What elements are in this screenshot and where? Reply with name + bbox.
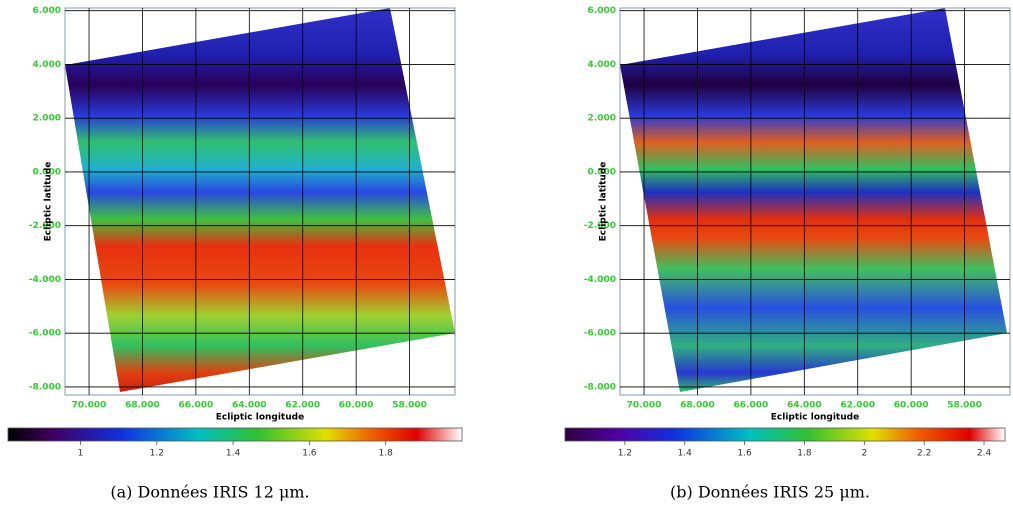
colorbar-tick-label: 1.4	[678, 449, 693, 459]
intensity-map	[65, 8, 455, 392]
x-tick-label: 70.000	[72, 401, 107, 411]
intensity-map	[620, 8, 1007, 392]
y-tick-label: -2.000	[29, 221, 61, 231]
y-tick-label: -8.000	[29, 382, 61, 392]
colorbar-tick-label: 1.8	[797, 449, 812, 459]
x-tick-label: 58.000	[947, 401, 982, 411]
colorbar	[564, 427, 1006, 442]
caption: (a) Données IRIS 12 μm.	[110, 483, 309, 502]
x-tick-label: 58.000	[392, 401, 427, 411]
colorbar-tick-label: 1.6	[302, 449, 317, 459]
y-tick-label: 0.000	[588, 167, 616, 177]
x-tick-label: 66.000	[734, 401, 769, 411]
y-tick-label: 2.000	[588, 114, 616, 124]
x-tick-label: 62.000	[840, 401, 875, 411]
y-tick-label: 6.000	[588, 6, 616, 16]
plot-frame	[64, 7, 456, 396]
y-tick-label: -6.000	[584, 329, 616, 339]
y-tick-label: 4.000	[588, 60, 616, 70]
colorbar-tick-label: 1.2	[150, 449, 164, 459]
caption: (b) Données IRIS 25 μm.	[670, 483, 870, 502]
y-tick-label: 4.000	[33, 60, 61, 70]
y-tick-label: 2.000	[33, 114, 61, 124]
y-tick-label: 6.000	[33, 6, 61, 16]
colorbar-tick-label: 1.8	[379, 449, 394, 459]
x-tick-label: 64.000	[787, 401, 822, 411]
y-axis-label: Ecliptic latitude	[599, 162, 609, 242]
y-tick-label: -4.000	[29, 275, 61, 285]
plot-frame	[619, 7, 1011, 396]
colorbar-tick-label: 2.4	[977, 449, 992, 459]
x-tick-label: 64.000	[232, 401, 267, 411]
y-tick-label: 0.000	[33, 167, 61, 177]
colorbar	[7, 427, 463, 442]
colorbar-tick-label: 1.2	[618, 449, 632, 459]
x-tick-label: 68.000	[680, 401, 715, 411]
x-tick-label: 68.000	[125, 401, 160, 411]
y-tick-label: -6.000	[29, 329, 61, 339]
colorbar-tick-label: 2	[861, 449, 867, 459]
x-tick-label: 60.000	[894, 401, 929, 411]
y-tick-label: -4.000	[584, 275, 616, 285]
colorbar-tick-label: 2.2	[917, 449, 931, 459]
x-tick-label: 66.000	[179, 401, 214, 411]
y-axis-label: Ecliptic latitude	[44, 162, 54, 242]
y-tick-label: -2.000	[584, 221, 616, 231]
x-tick-label: 62.000	[285, 401, 320, 411]
colorbar-tick-label: 1.6	[737, 449, 752, 459]
x-axis-label: Ecliptic longitude	[771, 413, 859, 423]
x-axis-label: Ecliptic longitude	[216, 413, 304, 423]
x-tick-label: 60.000	[339, 401, 374, 411]
x-tick-label: 70.000	[627, 401, 662, 411]
y-tick-label: -8.000	[584, 382, 616, 392]
colorbar-tick-label: 1.4	[226, 449, 241, 459]
colorbar-tick-label: 1	[78, 449, 84, 459]
